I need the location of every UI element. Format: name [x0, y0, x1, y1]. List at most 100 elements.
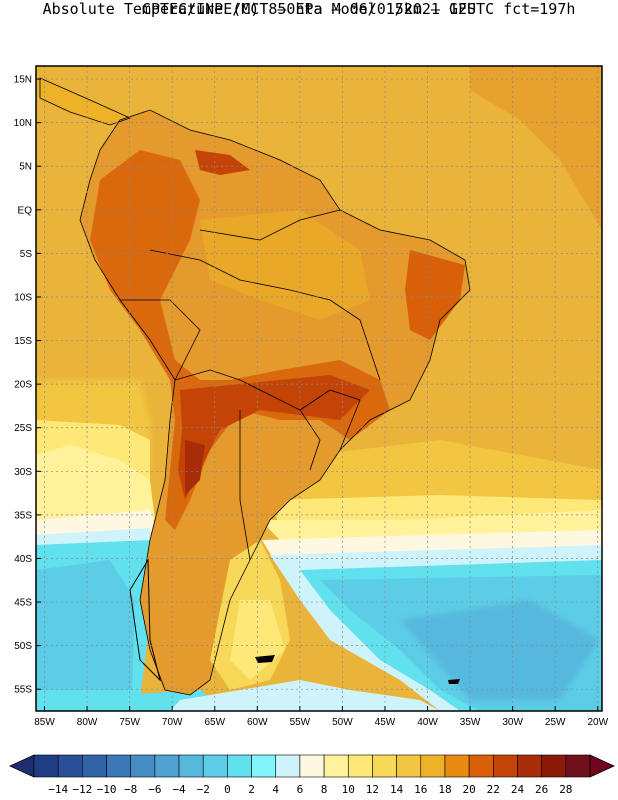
lat-tick-label: 20S: [14, 380, 32, 391]
longitude-axis: 85W 80W 75W 70W 65W 60W 55W 50W 45W 40W 35W 30W 25W 2…: [34, 706, 609, 728]
lon-tick-label: 25W: [545, 717, 566, 728]
colorbar-segment: [323, 754, 349, 778]
map-gridlines: [36, 66, 602, 711]
latitude-axis: 15N 10N 5N EQ 5S 10S 15S 20S 25S 30S 35S 40S 45S 50S 5…: [14, 75, 41, 696]
lat-tick-label: 5N: [19, 162, 32, 173]
colorbar-segment: [202, 754, 228, 778]
land-ne-brazil-warm: [405, 250, 465, 340]
lat-tick-label: 15N: [14, 75, 32, 86]
chart-title-line2: Absolute Temperature (C) 850hPa – 06/01/…: [42, 0, 576, 18]
colorbar-label: 18: [438, 783, 451, 796]
colorbar-label: −6: [148, 783, 161, 796]
lat-tick-label: EQ: [18, 205, 33, 216]
lon-tick-label: 65W: [204, 717, 225, 728]
lon-tick-label: 40W: [417, 717, 438, 728]
colorbar-segment: [347, 754, 373, 778]
land-amazon-moderate: [200, 210, 370, 320]
colorbar-segment: [517, 754, 542, 778]
colorbar-label: −12: [72, 783, 92, 796]
atlantic-band-minus2: [400, 600, 600, 700]
lon-tick-label: 50W: [332, 717, 353, 728]
lat-tick-label: 35S: [14, 510, 32, 521]
colorbar-label: −4: [172, 783, 186, 796]
colorbar-label: 2: [248, 783, 255, 796]
colorbar-label: −8: [124, 783, 137, 796]
colorbar-segment: [106, 754, 131, 778]
colorbar-segment: [468, 754, 494, 778]
colorbar-segment: [154, 754, 180, 778]
colorbar-segment: [82, 754, 107, 778]
colorbar-segment: [57, 754, 83, 778]
land-venezuela-warm: [195, 150, 250, 175]
colorbar-segment: [444, 754, 470, 778]
lat-tick-label: 15S: [14, 336, 32, 347]
land-warm-26: [178, 375, 370, 500]
pacific-band-10: [36, 445, 155, 530]
lon-tick-label: 55W: [290, 717, 311, 728]
colorbar-segment: [541, 754, 567, 778]
colorbar-label: 8: [321, 783, 328, 796]
lat-tick-label: 30S: [14, 467, 32, 478]
falkland-islands: [255, 655, 275, 663]
colorbar-segment: [130, 754, 156, 778]
colorbar-label: 0: [224, 783, 231, 796]
colorbar-label: 26: [535, 783, 548, 796]
patagonia-band-6: [170, 680, 440, 711]
colorbar-segment: [251, 754, 277, 778]
colorbar-segment: [565, 754, 591, 778]
south-georgia: [448, 679, 460, 684]
land-hot-core: [185, 440, 205, 495]
colorbar-label: 28: [559, 783, 572, 796]
lon-tick-label: 75W: [119, 717, 140, 728]
colorbar-label: 14: [390, 783, 404, 796]
colorbar-segment: [420, 754, 446, 778]
chile-fjords: [129, 558, 161, 682]
colorbar-label: 6: [297, 783, 304, 796]
colorbar-over-arrow: [589, 754, 615, 778]
lon-tick-label: 35W: [460, 717, 481, 728]
colorbar-segment: [178, 754, 204, 778]
country-borders: [39, 77, 471, 696]
colorbar-segment: [33, 754, 59, 778]
chart-title-line1: CPTEC/INPE/MCT – Eta Model 15km – GFS: [141, 0, 477, 18]
lon-tick-label: 60W: [247, 717, 268, 728]
lat-tick-label: 25S: [14, 423, 32, 434]
ocean-orange-zone: [470, 66, 602, 230]
lat-tick-label: 45S: [14, 598, 32, 609]
pacific-band-0: [36, 560, 135, 690]
colorbar-label: 20: [463, 783, 476, 796]
lat-tick-label: 40S: [14, 554, 32, 565]
colorbar-label: −10: [97, 783, 117, 796]
lon-tick-label: 20W: [587, 717, 608, 728]
colorbar-under-arrow: [9, 754, 35, 778]
colorbar-label: 24: [511, 783, 525, 796]
lat-tick-label: 10N: [14, 118, 32, 129]
colorbar-segment: [493, 754, 518, 778]
colorbar-segment: [275, 754, 301, 778]
lon-tick-label: 85W: [34, 717, 55, 728]
lat-tick-label: 5S: [20, 249, 33, 260]
lat-tick-label: 10S: [14, 292, 32, 303]
land-warm-24: [90, 150, 390, 530]
colorbar-label: 22: [487, 783, 500, 796]
map-field: [36, 66, 602, 711]
lat-tick-label: 55S: [14, 685, 32, 696]
colorbar-segment: [299, 754, 325, 778]
colorbar-label: 16: [414, 783, 427, 796]
colorbar-segment: [372, 754, 397, 778]
lon-tick-label: 70W: [162, 717, 183, 728]
colorbar-label: −14: [48, 783, 68, 796]
colorbar-segment: [396, 754, 422, 778]
colorbar: −14 −12 −10 −8 −6 −4 −2 0 2 4 6 8 10 12 14 16 18 20 22 24 26…: [9, 754, 615, 796]
colorbar-label: −2: [197, 783, 210, 796]
colorbar-label: 10: [342, 783, 355, 796]
colorbar-label: 12: [366, 783, 379, 796]
central-america: [40, 78, 130, 125]
lon-tick-label: 30W: [502, 717, 523, 728]
colorbar-segment: [227, 754, 252, 778]
map-frame: [35, 65, 603, 712]
lat-tick-label: 50S: [14, 641, 32, 652]
lon-tick-label: 45W: [375, 717, 396, 728]
lon-tick-label: 80W: [77, 717, 98, 728]
